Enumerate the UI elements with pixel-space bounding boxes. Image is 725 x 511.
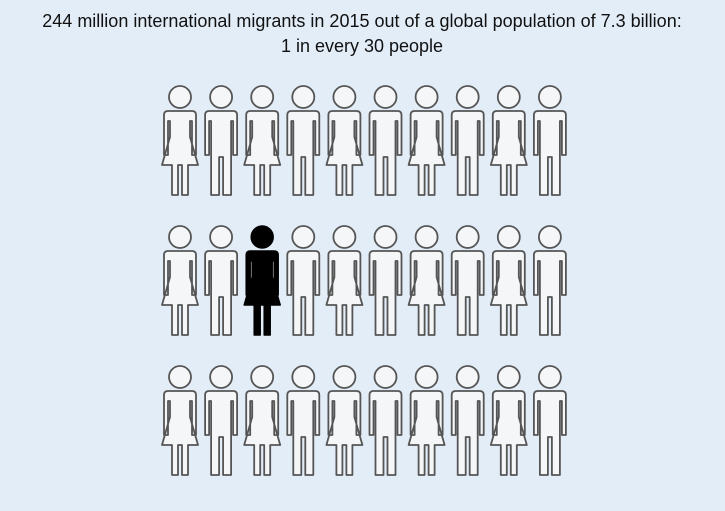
head [538,225,562,249]
head [538,365,562,389]
title-line: 1 in every 30 people [281,36,443,56]
head [291,225,316,249]
head [291,85,316,109]
body [204,250,239,336]
person [489,225,528,336]
person [204,85,239,196]
person [407,85,446,196]
head [168,365,192,389]
head [455,225,480,249]
head [209,225,234,249]
body [450,250,485,336]
person [533,85,567,196]
person [286,85,321,196]
person [450,225,485,336]
body [204,110,239,196]
head [414,225,439,249]
body [325,390,364,476]
head [168,85,192,109]
head [496,85,521,109]
person [243,365,282,476]
body [325,110,364,196]
person [489,85,528,196]
person [368,365,403,476]
head [414,365,439,389]
person [450,365,485,476]
person [450,85,485,196]
highlighted-person [243,225,281,336]
body [161,250,199,336]
person [325,225,364,336]
body [407,390,446,476]
head [332,85,357,109]
head [209,85,234,109]
body [407,110,446,196]
body [325,250,364,336]
head [250,85,275,109]
person [204,365,239,476]
body [161,390,199,476]
person [325,85,364,196]
body [489,390,528,476]
head [250,225,274,249]
person [325,365,364,476]
head [414,85,439,109]
body [286,390,321,476]
person [368,85,403,196]
head [373,225,398,249]
person [161,365,199,476]
person [286,225,321,336]
body [533,390,567,476]
person [489,365,528,476]
head [332,225,357,249]
body [533,110,567,196]
body [489,110,528,196]
body [368,390,403,476]
person [161,225,199,336]
head [332,365,357,389]
pictogram [161,85,567,476]
person [407,225,446,336]
body [533,250,567,336]
person [407,365,446,476]
head [168,225,192,249]
person [204,225,239,336]
body [368,110,403,196]
body [450,390,485,476]
head [209,365,234,389]
head [455,85,480,109]
body [286,250,321,336]
body [368,250,403,336]
head [373,365,398,389]
body [407,250,446,336]
head [373,85,398,109]
body [161,110,199,196]
head [455,365,480,389]
person [243,85,282,196]
head [291,365,316,389]
body [243,390,282,476]
person [161,85,199,196]
person [533,365,567,476]
person [368,225,403,336]
head [496,225,521,249]
title-line: 244 million international migrants in 20… [42,11,681,31]
body [204,390,239,476]
body [286,110,321,196]
body [489,250,528,336]
body [243,110,282,196]
head [496,365,521,389]
head [250,365,275,389]
body [243,250,281,336]
head [538,85,562,109]
person [533,225,567,336]
body [450,110,485,196]
person [286,365,321,476]
